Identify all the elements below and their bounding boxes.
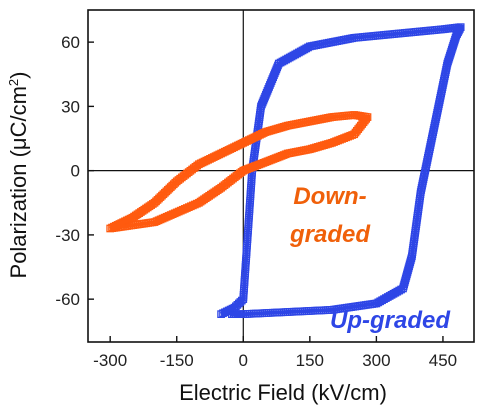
x-tick-label: -150 [160,351,194,370]
y-tick-label: 30 [61,97,80,116]
x-tick-label: 450 [429,351,457,370]
y-tick-label: -30 [55,226,80,245]
series-line [109,113,370,231]
series-layer [106,23,465,319]
x-tick-label: 150 [296,351,324,370]
x-tick-label: 0 [239,351,248,370]
y-axis-title-superscript: 2 [6,79,21,86]
annotation-down-graded-line1: Down- [293,183,366,210]
y-tick-label: 0 [71,162,80,181]
annotation-up-graded: Up-graded [330,307,451,334]
annotation-down-graded-line2: graded [289,221,371,248]
y-tick-label: 60 [61,33,80,52]
x-axis-title: Electric Field (kV/cm) [179,380,387,405]
series-line [220,25,463,317]
x-tick-label: -300 [93,351,127,370]
y-axis-title: Polarization (μC/cm2) [6,72,31,279]
series-1 [106,111,372,233]
axis-ticks [88,41,444,342]
x-tick-label: 300 [362,351,390,370]
y-tick-label: -60 [55,290,80,309]
